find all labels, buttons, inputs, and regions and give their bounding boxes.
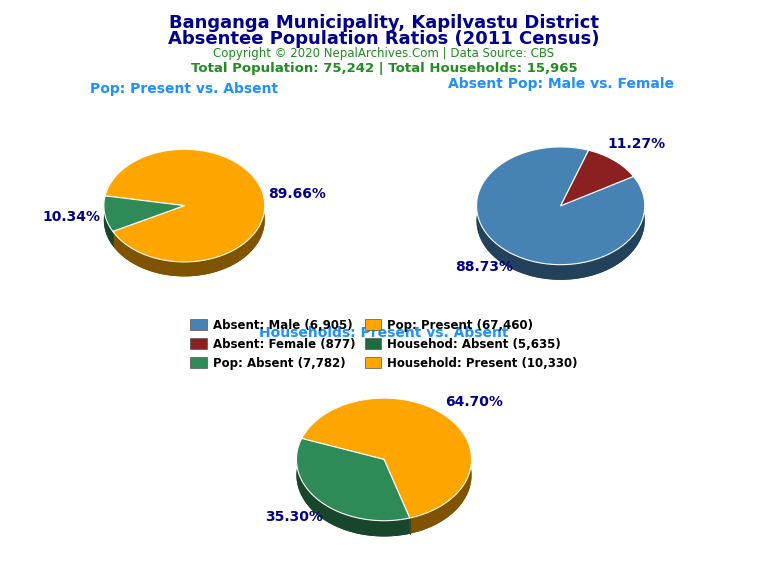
Text: 88.73%: 88.73% — [455, 260, 513, 274]
Polygon shape — [104, 196, 113, 246]
Text: Copyright © 2020 NepalArchives.Com | Data Source: CBS: Copyright © 2020 NepalArchives.Com | Dat… — [214, 47, 554, 60]
Text: Banganga Municipality, Kapilvastu District: Banganga Municipality, Kapilvastu Distri… — [169, 14, 599, 32]
Polygon shape — [476, 147, 644, 280]
Text: 89.66%: 89.66% — [268, 187, 326, 201]
Polygon shape — [105, 149, 265, 262]
Polygon shape — [302, 414, 472, 534]
Text: 35.30%: 35.30% — [265, 510, 323, 524]
Title: Households: Present vs. Absent: Households: Present vs. Absent — [260, 326, 508, 340]
Text: 64.70%: 64.70% — [445, 395, 503, 409]
Polygon shape — [104, 210, 184, 246]
Text: Total Population: 75,242 | Total Households: 15,965: Total Population: 75,242 | Total Househo… — [190, 62, 578, 75]
Text: 11.27%: 11.27% — [608, 137, 666, 151]
Title: Pop: Present vs. Absent: Pop: Present vs. Absent — [91, 82, 278, 96]
Polygon shape — [561, 165, 634, 221]
Polygon shape — [104, 196, 184, 232]
Polygon shape — [302, 398, 472, 534]
Legend: Absent: Male (6,905), Absent: Female (877), Pop: Absent (7,782), Pop: Present (6: Absent: Male (6,905), Absent: Female (87… — [186, 314, 582, 374]
Polygon shape — [476, 147, 644, 264]
Text: 10.34%: 10.34% — [42, 210, 101, 224]
Polygon shape — [105, 164, 265, 276]
Polygon shape — [105, 149, 265, 276]
Polygon shape — [476, 162, 644, 280]
Polygon shape — [561, 150, 634, 206]
Title: Absent Pop: Male vs. Female: Absent Pop: Male vs. Female — [448, 77, 674, 91]
Polygon shape — [296, 438, 409, 536]
Polygon shape — [296, 438, 409, 521]
Polygon shape — [296, 454, 409, 536]
Polygon shape — [302, 398, 472, 518]
Text: Absentee Population Ratios (2011 Census): Absentee Population Ratios (2011 Census) — [168, 30, 600, 48]
